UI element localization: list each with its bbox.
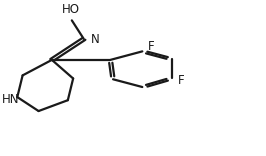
Text: HN: HN [2, 93, 20, 106]
Text: F: F [148, 40, 155, 53]
Text: N: N [90, 33, 99, 46]
Text: F: F [177, 73, 184, 87]
Text: HO: HO [61, 3, 80, 17]
